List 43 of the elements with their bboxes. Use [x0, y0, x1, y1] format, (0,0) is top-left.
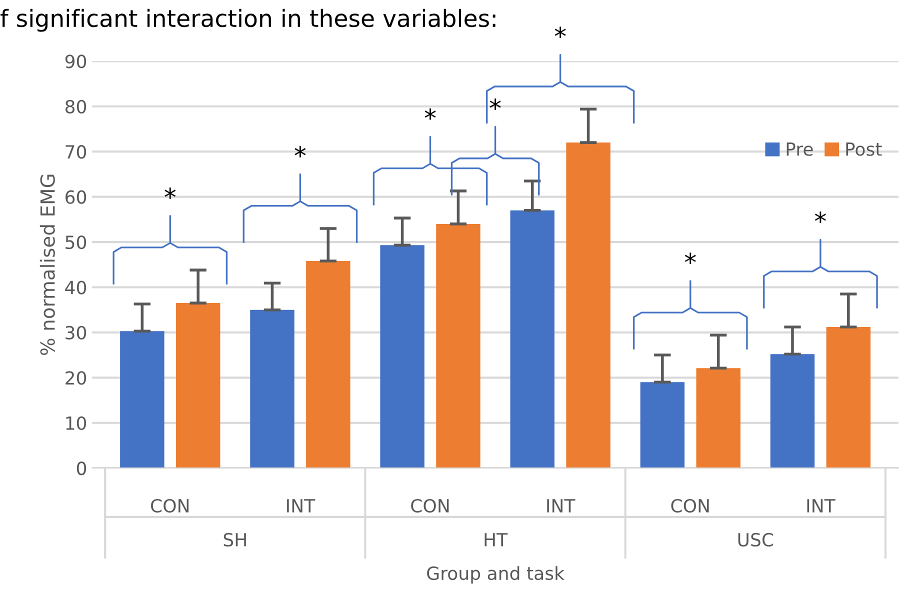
x-axis-title: Group and task	[427, 566, 564, 584]
bar	[510, 210, 554, 468]
bar	[380, 245, 424, 468]
bar	[306, 261, 350, 468]
y-tick-label: 40	[65, 280, 86, 294]
y-tick-label: 0	[76, 462, 86, 476]
y-tick-label: 10	[66, 416, 86, 430]
y-tick-label: 70	[66, 145, 86, 159]
x-tick-label: CON	[671, 498, 709, 513]
annotation: *	[490, 98, 501, 110]
y-axis-title: % normalised EMG	[40, 174, 55, 356]
bar	[696, 368, 740, 468]
x-tick-label: CON	[150, 498, 189, 513]
legend-label: Post	[846, 142, 882, 156]
x-tick-label: INT	[807, 499, 836, 512]
annotation: *	[294, 146, 306, 158]
y-tick-label: 60	[66, 190, 86, 204]
text: HT	[484, 533, 508, 546]
legend-label: Pre	[786, 142, 813, 156]
bar	[566, 142, 610, 468]
y-tick-label: 50	[66, 235, 86, 250]
bar	[120, 331, 164, 468]
y-tick-label: 30	[66, 326, 86, 340]
bar	[250, 310, 294, 468]
x-tick-label: INT	[547, 499, 576, 512]
text: SH	[224, 532, 246, 547]
annotation: *	[814, 211, 826, 223]
bar	[770, 354, 815, 468]
text: *	[554, 26, 566, 38]
x-tick-label: INT	[287, 499, 316, 512]
text: USC	[738, 532, 774, 547]
annotation: *	[164, 188, 176, 199]
text: f significant interaction in these variables:	[0, 8, 496, 32]
annotation: *	[684, 252, 696, 264]
y-tick-label: 90	[65, 54, 86, 68]
bar	[640, 382, 685, 468]
y-tick-label: 20	[66, 371, 86, 385]
bar	[826, 327, 871, 468]
bar	[436, 224, 480, 468]
x-tick-label: CON	[411, 498, 449, 513]
annotation: *	[424, 108, 436, 120]
y-tick-label: 80	[65, 100, 86, 114]
bar	[176, 303, 220, 468]
